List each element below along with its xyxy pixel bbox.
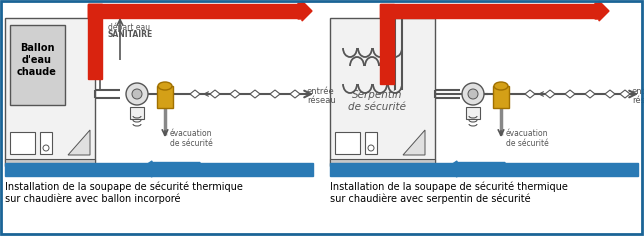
Ellipse shape	[158, 82, 172, 90]
Bar	[5, 18, 95, 166]
FancyArrow shape	[298, 1, 312, 21]
Text: Installation de la soupape de sécurité thermique: Installation de la soupape de sécurité t…	[5, 182, 243, 193]
Circle shape	[368, 145, 374, 151]
Text: de sécurité: de sécurité	[348, 102, 406, 112]
FancyArrow shape	[445, 161, 505, 177]
Polygon shape	[230, 90, 240, 98]
Bar	[10, 25, 65, 105]
Polygon shape	[68, 130, 90, 155]
Polygon shape	[545, 90, 555, 98]
Polygon shape	[403, 130, 425, 155]
Bar	[335, 132, 360, 154]
Polygon shape	[565, 90, 575, 98]
Text: réseau: réseau	[307, 96, 336, 105]
Text: entrée: entrée	[632, 87, 644, 96]
Bar	[493, 86, 509, 108]
Text: d'eau: d'eau	[22, 55, 52, 65]
Bar	[157, 86, 173, 108]
Bar	[88, 4, 102, 18]
Bar	[130, 107, 144, 119]
Polygon shape	[210, 90, 220, 98]
Bar	[88, 4, 298, 18]
Bar	[10, 132, 35, 154]
Text: SANITAIRE: SANITAIRE	[108, 30, 153, 39]
Text: sur chaudière avec serpentin de sécurité: sur chaudière avec serpentin de sécurité	[330, 193, 531, 203]
Text: entrée: entrée	[307, 87, 335, 96]
Polygon shape	[525, 90, 535, 98]
Bar	[365, 132, 377, 154]
Text: chaude: chaude	[17, 67, 57, 77]
Ellipse shape	[494, 82, 508, 90]
Text: Serpentin: Serpentin	[352, 90, 402, 100]
Bar	[330, 159, 435, 166]
Bar	[380, 4, 394, 84]
Bar	[466, 107, 480, 119]
Text: de sécurité: de sécurité	[170, 139, 213, 148]
Polygon shape	[290, 90, 300, 98]
Text: évacuation: évacuation	[170, 128, 213, 138]
Circle shape	[43, 145, 49, 151]
Text: évacuation: évacuation	[506, 128, 549, 138]
Text: de sécurité: de sécurité	[506, 139, 549, 148]
Polygon shape	[620, 90, 630, 98]
Bar	[5, 163, 313, 176]
Bar	[330, 163, 638, 176]
Text: sur chaudière avec ballon incorporé: sur chaudière avec ballon incorporé	[5, 193, 180, 203]
Text: départ eau: départ eau	[108, 22, 150, 31]
Polygon shape	[605, 90, 615, 98]
Circle shape	[126, 83, 148, 105]
Polygon shape	[585, 90, 595, 98]
Bar	[88, 4, 102, 79]
Polygon shape	[270, 90, 280, 98]
Circle shape	[132, 89, 142, 99]
Polygon shape	[190, 90, 200, 98]
Circle shape	[462, 83, 484, 105]
Polygon shape	[250, 90, 260, 98]
Bar	[380, 4, 600, 18]
FancyArrow shape	[595, 1, 609, 21]
Text: Installation de la soupape de sécurité thermique: Installation de la soupape de sécurité t…	[330, 182, 568, 193]
Text: réseau: réseau	[632, 96, 644, 105]
Text: Ballon: Ballon	[20, 43, 54, 53]
Circle shape	[468, 89, 478, 99]
Bar	[40, 132, 52, 154]
FancyArrow shape	[140, 161, 200, 177]
Bar	[330, 18, 435, 166]
Bar	[5, 159, 95, 166]
